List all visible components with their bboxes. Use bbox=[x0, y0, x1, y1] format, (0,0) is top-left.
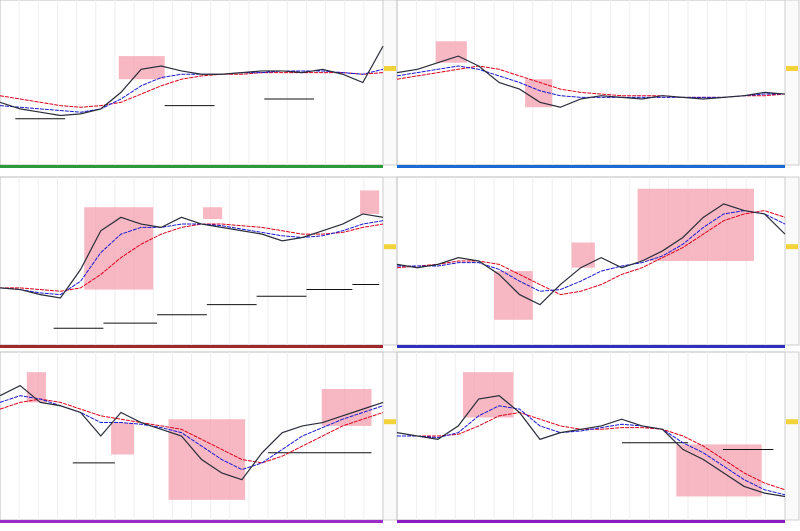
time-strip bbox=[0, 345, 383, 348]
price-axis bbox=[382, 351, 398, 521]
price-line bbox=[0, 45, 384, 117]
fast-ma bbox=[397, 405, 786, 496]
chart-panel bbox=[0, 0, 398, 168]
zone bbox=[525, 79, 553, 108]
price-line bbox=[396, 395, 786, 498]
time-strip bbox=[397, 345, 785, 348]
price-axis bbox=[784, 176, 800, 346]
chart-panel bbox=[396, 0, 800, 168]
zone bbox=[462, 372, 514, 418]
chart-panel bbox=[396, 176, 800, 348]
slow-ma bbox=[0, 72, 384, 108]
fast-ma bbox=[397, 210, 786, 292]
price-axis bbox=[382, 0, 398, 166]
price-tag bbox=[384, 419, 396, 425]
zone bbox=[111, 422, 135, 455]
price-tag bbox=[384, 66, 396, 71]
chart-panel bbox=[0, 351, 398, 523]
price-tag bbox=[384, 244, 396, 250]
price-line bbox=[396, 55, 786, 108]
fast-ma bbox=[0, 68, 384, 113]
zone bbox=[168, 419, 246, 500]
chart-panel bbox=[396, 351, 800, 523]
price-tag bbox=[786, 419, 798, 425]
price-line bbox=[396, 203, 786, 306]
fast-ma bbox=[0, 220, 384, 296]
slow-ma bbox=[396, 210, 786, 296]
price-line bbox=[0, 213, 384, 299]
time-strip bbox=[0, 520, 383, 523]
price-tag bbox=[786, 244, 798, 250]
zone bbox=[571, 242, 595, 268]
price-axis bbox=[784, 351, 800, 521]
zone bbox=[118, 56, 165, 80]
price-line bbox=[0, 384, 384, 481]
slow-ma bbox=[0, 223, 384, 292]
zone bbox=[494, 271, 533, 320]
chart-panel bbox=[0, 176, 398, 348]
time-strip bbox=[0, 165, 383, 168]
zone bbox=[202, 207, 223, 219]
time-strip bbox=[397, 520, 785, 523]
zone bbox=[360, 190, 380, 214]
price-axis bbox=[784, 0, 800, 166]
time-strip bbox=[397, 165, 785, 168]
zone bbox=[26, 372, 46, 403]
price-axis bbox=[382, 176, 398, 346]
zone bbox=[84, 207, 154, 290]
zone bbox=[435, 41, 467, 63]
slow-ma bbox=[0, 398, 384, 464]
price-tag bbox=[786, 66, 798, 71]
